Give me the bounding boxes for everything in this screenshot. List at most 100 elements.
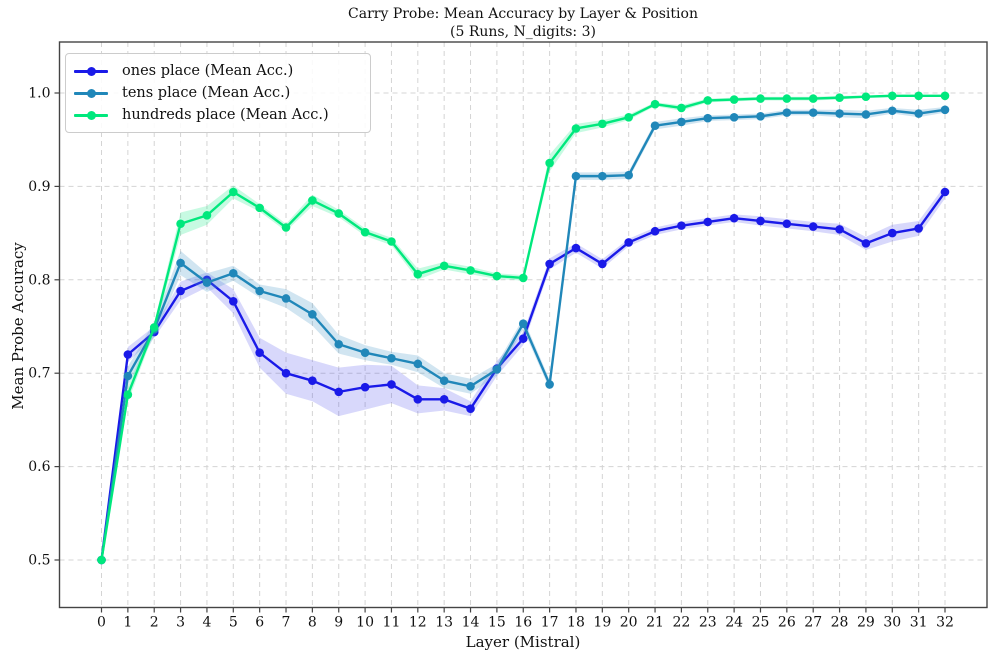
data-point bbox=[861, 239, 871, 248]
data-point bbox=[492, 365, 502, 374]
x-tick-label: 20 bbox=[620, 615, 638, 631]
y-axis-label: Mean Probe Accuracy bbox=[9, 242, 27, 410]
data-point bbox=[413, 395, 423, 404]
data-point bbox=[466, 404, 475, 413]
data-point bbox=[228, 296, 238, 306]
data-point bbox=[571, 124, 581, 133]
x-axis-label: Layer (Mistral) bbox=[465, 633, 581, 651]
x-tick-label: 14 bbox=[462, 615, 480, 631]
data-point bbox=[387, 353, 396, 363]
data-point bbox=[123, 350, 133, 359]
data-point bbox=[176, 286, 185, 296]
y-tick-label: 0.5 bbox=[28, 553, 50, 569]
x-tick-label: 31 bbox=[910, 615, 928, 631]
data-point bbox=[308, 196, 317, 205]
data-point bbox=[413, 359, 423, 369]
x-tick-label: 26 bbox=[778, 615, 796, 631]
data-point bbox=[281, 223, 291, 232]
x-tick-label: 11 bbox=[383, 615, 401, 631]
data-point bbox=[835, 225, 844, 234]
legend-marker-icon bbox=[74, 66, 108, 76]
data-point bbox=[518, 273, 528, 283]
data-point bbox=[598, 119, 607, 129]
data-point bbox=[334, 387, 344, 397]
data-point bbox=[281, 294, 291, 303]
data-point bbox=[413, 269, 423, 279]
data-point bbox=[202, 211, 212, 220]
chart-title: Carry Probe: Mean Accuracy by Layer & Po… bbox=[59, 5, 987, 41]
data-point bbox=[914, 91, 923, 101]
data-point bbox=[334, 209, 344, 218]
data-point bbox=[571, 243, 581, 253]
data-point bbox=[439, 376, 449, 385]
x-tick-label: 4 bbox=[202, 615, 211, 631]
x-tick-label: 12 bbox=[409, 615, 427, 631]
x-tick-label: 9 bbox=[334, 615, 343, 631]
x-tick-label: 16 bbox=[514, 615, 532, 631]
x-tick-label: 1 bbox=[123, 615, 132, 631]
y-tick-label: 0.8 bbox=[28, 272, 50, 288]
data-point bbox=[176, 258, 185, 268]
data-point bbox=[255, 203, 264, 213]
data-point bbox=[123, 390, 133, 399]
data-point bbox=[835, 93, 844, 102]
data-point bbox=[808, 222, 818, 231]
error-band bbox=[101, 185, 945, 563]
data-point bbox=[729, 95, 739, 104]
data-point bbox=[887, 228, 897, 238]
data-point bbox=[624, 170, 633, 180]
chart-title-line1: Carry Probe: Mean Accuracy by Layer & Po… bbox=[348, 6, 698, 22]
series-tens bbox=[97, 105, 950, 565]
legend-item: tens place (Mean Acc.) bbox=[74, 82, 360, 104]
legend-marker-icon bbox=[74, 88, 108, 98]
x-tick-label: 27 bbox=[804, 615, 822, 631]
data-point bbox=[598, 171, 607, 181]
x-tick-label: 22 bbox=[672, 615, 690, 631]
data-point bbox=[729, 112, 739, 122]
data-point bbox=[334, 339, 344, 349]
data-point bbox=[624, 238, 633, 247]
x-tick-label: 6 bbox=[255, 615, 264, 631]
data-point bbox=[545, 380, 554, 389]
data-point bbox=[439, 261, 449, 271]
data-point bbox=[940, 187, 950, 197]
data-point bbox=[808, 94, 818, 103]
data-point bbox=[228, 187, 238, 197]
data-point bbox=[308, 310, 317, 319]
data-point bbox=[650, 99, 660, 109]
legend-item: hundreds place (Mean Acc.) bbox=[74, 104, 360, 126]
data-point bbox=[176, 219, 185, 229]
data-point bbox=[940, 91, 950, 101]
data-point bbox=[466, 266, 475, 275]
data-point bbox=[808, 108, 818, 117]
x-tick-label: 15 bbox=[488, 615, 506, 631]
data-point bbox=[677, 103, 686, 113]
data-point bbox=[439, 395, 449, 404]
x-tick-label: 30 bbox=[883, 615, 901, 631]
data-point bbox=[835, 109, 844, 118]
x-tick-label: 18 bbox=[567, 615, 585, 631]
x-tick-label: 32 bbox=[936, 615, 954, 631]
data-point bbox=[281, 368, 291, 378]
data-point bbox=[518, 319, 528, 328]
x-tick-label: 28 bbox=[831, 615, 849, 631]
gridlines bbox=[59, 42, 987, 608]
y-tick-label: 1.0 bbox=[28, 86, 50, 102]
x-tick-label: 10 bbox=[356, 615, 374, 631]
legend-marker-icon bbox=[74, 110, 108, 120]
x-tick-label: 25 bbox=[752, 615, 770, 631]
data-point bbox=[387, 237, 396, 246]
x-tick-label: 23 bbox=[699, 615, 717, 631]
data-point bbox=[914, 224, 923, 233]
series-hundreds bbox=[97, 91, 950, 565]
data-point bbox=[650, 121, 660, 130]
legend-label: tens place (Mean Acc.) bbox=[122, 85, 291, 101]
legend-label: hundreds place (Mean Acc.) bbox=[122, 107, 329, 123]
legend-label: ones place (Mean Acc.) bbox=[122, 63, 294, 79]
data-point bbox=[914, 109, 923, 118]
legend: ones place (Mean Acc.) tens place (Mean A… bbox=[65, 53, 371, 133]
y-tick-label: 0.9 bbox=[28, 179, 50, 195]
data-point bbox=[756, 112, 765, 121]
data-point bbox=[729, 213, 739, 223]
